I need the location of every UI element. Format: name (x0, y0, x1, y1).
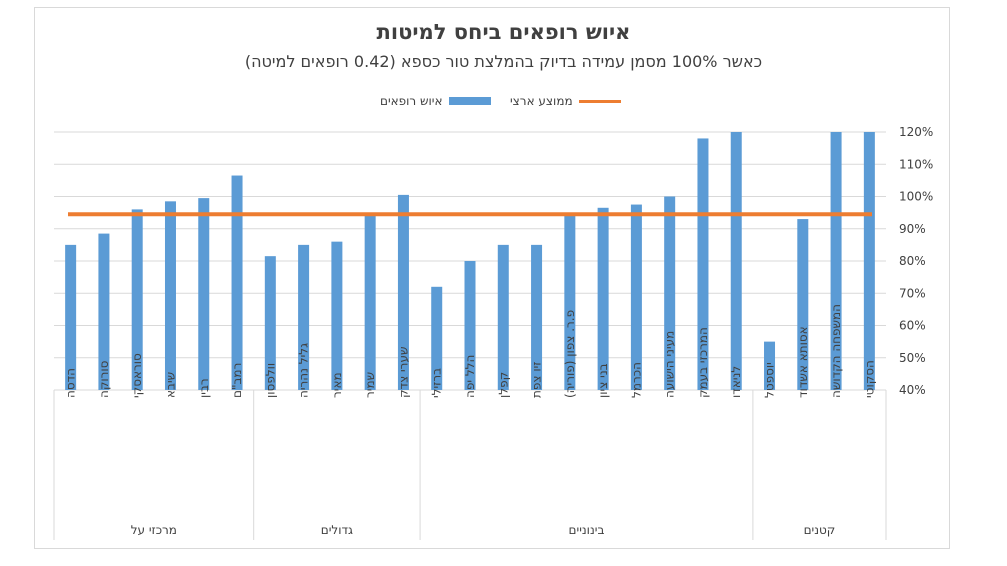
bar (464, 261, 476, 390)
group-label: גדולים (321, 523, 353, 537)
chart-title: איוש רופאים ביחס למיטות (376, 20, 631, 44)
bar (98, 233, 110, 390)
x-tick-label: הלל יפה (463, 355, 477, 398)
bar (231, 175, 243, 390)
x-tick-label: רבין (197, 378, 211, 398)
bar (198, 198, 210, 390)
group-label: קטנים (804, 523, 836, 537)
x-tick-label: פ.ר. צפון (פוריה) (563, 310, 577, 398)
x-tick-label: זיו צפת (530, 362, 544, 398)
bar (730, 132, 742, 390)
bar (331, 241, 343, 390)
x-tick-label: המשפחה הקדושה (829, 304, 843, 398)
y-tick-label: 110% (899, 157, 933, 171)
y-tick-label: 60% (899, 319, 926, 333)
group-label: מרכזי על (131, 523, 177, 537)
x-tick-label: ברזילי (430, 368, 444, 398)
bar (65, 244, 77, 390)
legend-item-line-series: ממוצע ארצי (510, 92, 621, 110)
x-tick-label: שמיר (363, 372, 377, 398)
bar (764, 341, 776, 390)
legend-label-bar-series: איוש רופאים (380, 94, 443, 108)
x-tick-label: סורוקה (97, 360, 111, 398)
x-tick-label: הדסה (64, 368, 78, 398)
x-tick-label: המרכזי בעמק (696, 327, 710, 398)
bar (431, 286, 443, 390)
x-tick-label: בני ציון (596, 363, 610, 398)
bar (564, 214, 576, 390)
bar (364, 215, 376, 390)
x-tick-label: קפלן (496, 372, 510, 398)
x-tick-label: יוספטל (763, 362, 777, 398)
legend-swatch-bar (448, 97, 491, 105)
x-tick-label: גליל נהריה (297, 343, 311, 398)
bar (298, 244, 310, 390)
bar (863, 132, 875, 390)
y-tick-label: 120% (899, 125, 933, 139)
bar (697, 138, 709, 390)
x-tick-label: הכרמל (629, 362, 643, 398)
chart-legend: איוש רופאים ממוצע ארצי (0, 92, 1007, 110)
bar (264, 256, 276, 390)
y-tick-label: 80% (899, 254, 926, 268)
y-tick-label: 70% (899, 286, 926, 300)
x-tick-label: הסקוטי (862, 360, 876, 398)
bar (131, 209, 143, 390)
y-tick-label: 100% (899, 190, 933, 204)
chart-subtitle: כאשר 100% מסמן עמידה בדיוק בהמלצת טור כס… (244, 52, 763, 71)
x-tick-label: וולפסון (263, 363, 277, 398)
y-tick-label: 50% (899, 351, 926, 365)
y-tick-label: 40% (899, 383, 926, 397)
x-tick-label: לניאדו (729, 366, 743, 398)
x-tick-label: אסותא אשדוד (796, 326, 810, 398)
legend-item-bar-series: איוש רופאים (380, 92, 491, 110)
bar (664, 196, 676, 390)
x-tick-label: סוראסקי (130, 353, 144, 398)
x-tick-label: שערי צדק (396, 347, 410, 398)
bar (597, 207, 609, 390)
bar (797, 219, 809, 390)
group-label: בינוניים (569, 523, 605, 537)
bar (164, 201, 176, 390)
bar (497, 244, 509, 390)
y-tick-label: 90% (899, 222, 926, 236)
x-tick-label: מעיני הישועה (663, 331, 677, 398)
bar (531, 244, 543, 390)
legend-label-line-series: ממוצע ארצי (510, 94, 573, 108)
x-tick-label: רמב"ם (230, 363, 244, 398)
bar (397, 194, 409, 390)
legend-swatch-line (578, 99, 621, 103)
bar (830, 132, 842, 390)
x-tick-label: שיבא (163, 372, 177, 398)
x-tick-label: מאיר (330, 372, 344, 398)
bar (630, 204, 642, 390)
